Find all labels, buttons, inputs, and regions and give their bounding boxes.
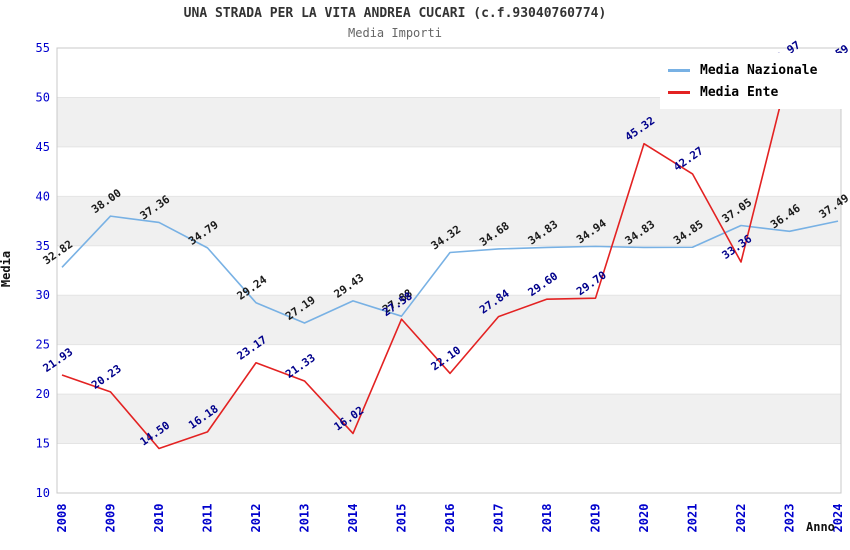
plot-band <box>57 344 841 395</box>
y-tick-label: 50 <box>36 90 50 104</box>
x-tick-label: 2008 <box>55 504 69 533</box>
plot-border <box>56 47 842 494</box>
legend-label: Media Ente <box>700 84 779 100</box>
x-tick-label: 2019 <box>589 504 603 533</box>
plot-band <box>57 295 841 345</box>
x-tick-label: 2014 <box>346 504 360 533</box>
y-tick-label: 35 <box>36 239 50 253</box>
plot-band <box>57 443 841 493</box>
legend-label: Media Nazionale <box>700 62 818 78</box>
y-tick-label: 40 <box>36 189 50 203</box>
legend-swatch <box>668 90 690 94</box>
x-tick-label: 2011 <box>201 504 215 533</box>
chart-subtitle: Media Importi <box>348 26 442 40</box>
x-axis-title: Anno <box>806 520 835 534</box>
y-tick-label: 55 <box>36 41 50 55</box>
x-tick-label: 2015 <box>395 504 409 533</box>
y-tick-label: 20 <box>36 387 50 401</box>
x-tick-label: 2021 <box>686 504 700 533</box>
plot-band <box>57 146 841 197</box>
series-line-media-ente <box>61 67 839 450</box>
x-tick-label: 2016 <box>443 504 457 533</box>
x-tick-label: 2018 <box>540 504 554 533</box>
y-tick-label: 15 <box>36 437 50 451</box>
x-tick-label: 2022 <box>734 504 748 533</box>
x-tick-label: 2010 <box>152 504 166 533</box>
x-tick-label: 2024 <box>831 504 845 533</box>
legend: Media Nazionale Media Ente <box>660 53 846 109</box>
x-tick-label: 2009 <box>104 504 118 533</box>
legend-item: Media Nazionale <box>668 59 838 81</box>
x-tick-label: 2013 <box>298 504 312 533</box>
legend-swatch <box>668 68 690 72</box>
y-axis-title: Media <box>0 250 13 288</box>
y-tick-label: 45 <box>36 140 50 154</box>
x-tick-label: 2012 <box>249 504 263 533</box>
x-tick-label: 2017 <box>492 504 506 533</box>
x-tick-label: 2023 <box>783 504 797 533</box>
plot-band <box>57 394 841 444</box>
y-tick-label: 10 <box>36 486 50 500</box>
x-tick-label: 2020 <box>637 504 651 533</box>
series-line-media-nazionale <box>61 215 839 324</box>
legend-item: Media Ente <box>668 81 838 103</box>
y-tick-label: 25 <box>36 338 50 352</box>
y-tick-label: 30 <box>36 288 50 302</box>
chart-title: UNA STRADA PER LA VITA ANDREA CUCARI (c.… <box>183 6 607 21</box>
